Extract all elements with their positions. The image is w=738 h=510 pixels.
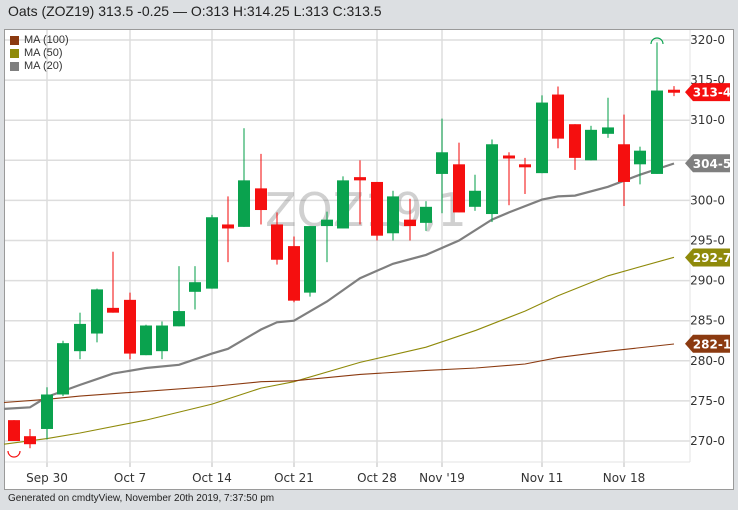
y-tick-label: 275-0 [690, 394, 725, 408]
x-tick-label: Oct 7 [114, 471, 146, 485]
y-tick-label: 285-0 [690, 314, 725, 328]
legend-item-ma20[interactable]: MA (20) [10, 60, 69, 73]
price-label-tag: 282-1 [685, 334, 731, 353]
y-tick-label: 270-0 [690, 434, 725, 448]
x-tick-label: Sep 30 [26, 471, 68, 485]
candle[interactable] [651, 42, 663, 174]
svg-text:292-7: 292-7 [693, 251, 731, 265]
y-tick-label: 300-0 [690, 193, 725, 207]
legend-label: MA (20) [24, 60, 63, 72]
candle[interactable] [255, 153, 267, 225]
candle[interactable] [24, 428, 36, 449]
candle[interactable] [404, 198, 416, 241]
ma-line [3, 343, 675, 404]
candle[interactable] [206, 214, 218, 289]
candle[interactable] [304, 226, 316, 297]
candle[interactable] [618, 114, 630, 207]
watermark: ZOZ19,1 [265, 183, 467, 237]
candle[interactable] [552, 86, 564, 149]
chart-frame [4, 29, 734, 490]
candle[interactable] [387, 190, 399, 241]
candle[interactable] [371, 181, 383, 241]
candle[interactable] [8, 420, 20, 441]
candle[interactable] [41, 387, 53, 440]
legend-label: MA (50) [24, 47, 63, 59]
candle[interactable] [321, 211, 333, 263]
legend-label: MA (100) [24, 34, 69, 46]
ma20-swatch-icon [10, 62, 19, 71]
svg-text:282-1: 282-1 [693, 337, 731, 351]
candle[interactable] [634, 146, 646, 185]
candle[interactable] [668, 86, 680, 97]
price-label-tag: 304-5 [685, 154, 731, 173]
y-tick-label: 295-0 [690, 234, 725, 248]
candle[interactable] [238, 128, 250, 227]
high-marker-icon [650, 37, 664, 45]
candle[interactable] [469, 174, 481, 211]
candle[interactable] [107, 251, 119, 313]
candle[interactable] [140, 324, 152, 356]
chart-legend: MA (100) MA (50) MA (20) [10, 34, 69, 73]
svg-text:313-4: 313-4 [693, 86, 731, 100]
ma50-swatch-icon [10, 49, 19, 58]
candle[interactable] [486, 139, 498, 223]
x-tick-label: Oct 21 [274, 471, 314, 485]
candle[interactable] [57, 340, 69, 397]
candle[interactable] [536, 95, 548, 174]
ma100-swatch-icon [10, 36, 19, 45]
candle[interactable] [189, 266, 201, 310]
y-tick-label: 310-0 [690, 113, 725, 127]
y-tick-label: 320-0 [690, 33, 725, 47]
x-tick-label: Nov 11 [521, 471, 564, 485]
svg-text:304-5: 304-5 [693, 157, 731, 171]
candle[interactable] [271, 212, 283, 265]
chart-title: Oats (ZOZ19) 313.5 -0.25 — O:313 H:314.2… [8, 3, 382, 19]
candle[interactable] [222, 196, 234, 263]
candle[interactable] [173, 266, 185, 327]
candle[interactable] [585, 125, 597, 161]
x-tick-label: Nov 18 [603, 471, 646, 485]
candle[interactable] [569, 124, 581, 170]
candle[interactable] [337, 176, 349, 229]
ma-line [3, 256, 675, 445]
candle[interactable] [420, 201, 432, 231]
candle[interactable] [288, 236, 300, 303]
candle[interactable] [503, 152, 515, 206]
y-tick-label: 280-0 [690, 354, 725, 368]
candle[interactable] [602, 97, 614, 138]
low-marker-icon [7, 450, 21, 458]
candle[interactable] [156, 321, 168, 360]
generated-footer: Generated on cmdtyView, November 20th 20… [8, 493, 275, 504]
x-tick-label: Oct 28 [357, 471, 397, 485]
price-label-tag: 313-4 [685, 83, 731, 102]
x-tick-label: Nov '19 [419, 471, 465, 485]
candle[interactable] [436, 118, 448, 214]
candle[interactable] [91, 288, 103, 343]
candle[interactable] [453, 142, 465, 213]
candle[interactable] [519, 157, 531, 194]
x-tick-label: Oct 14 [192, 471, 232, 485]
candle[interactable] [354, 160, 366, 225]
candle[interactable] [74, 312, 86, 360]
ma-line [3, 162, 675, 410]
legend-item-ma100[interactable]: MA (100) [10, 34, 69, 47]
price-label-tag: 292-7 [685, 248, 731, 267]
candle[interactable] [124, 292, 136, 360]
y-tick-label: 290-0 [690, 274, 725, 288]
legend-item-ma50[interactable]: MA (50) [10, 47, 69, 60]
